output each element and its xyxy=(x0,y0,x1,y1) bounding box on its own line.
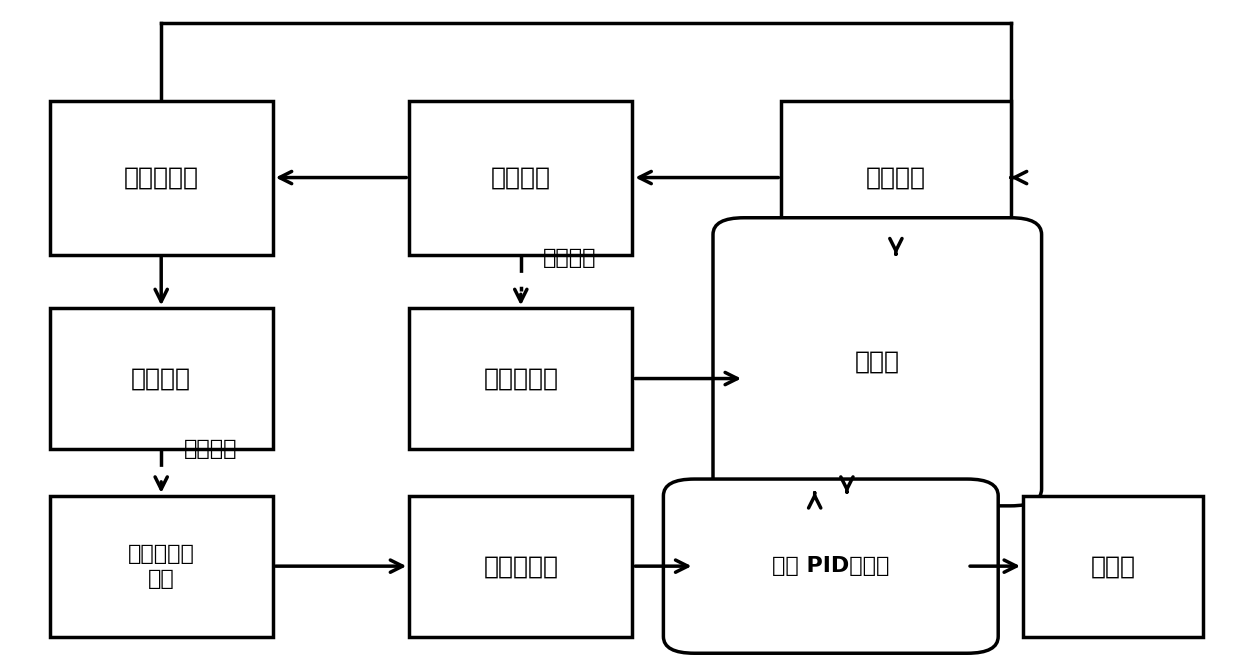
Text: 激光位移传
感器: 激光位移传 感器 xyxy=(128,544,195,588)
Bar xyxy=(409,308,632,449)
Bar xyxy=(1023,496,1203,636)
Text: 直流电机: 直流电机 xyxy=(491,165,551,190)
Bar xyxy=(50,100,273,255)
Text: 蟀式悬架: 蟀式悬架 xyxy=(131,366,191,391)
Text: 电磁离合器: 电磁离合器 xyxy=(124,165,198,190)
Text: 位移信号: 位移信号 xyxy=(184,439,237,459)
Bar xyxy=(50,496,273,636)
Text: 驱动电路: 驱动电路 xyxy=(866,165,926,190)
Bar xyxy=(409,496,632,636)
FancyBboxPatch shape xyxy=(713,218,1042,506)
FancyBboxPatch shape xyxy=(663,479,998,653)
Text: 单片机: 单片机 xyxy=(854,350,900,374)
Text: 模糊 PID控制器: 模糊 PID控制器 xyxy=(773,556,889,576)
Text: 显示屏: 显示屏 xyxy=(1090,554,1136,578)
Bar xyxy=(409,100,632,255)
Bar xyxy=(781,100,1011,255)
Text: 转速信号: 转速信号 xyxy=(543,248,596,268)
Text: 脉冲编码器: 脉冲编码器 xyxy=(484,366,558,391)
Text: 数据采集卡: 数据采集卡 xyxy=(484,554,558,578)
Bar xyxy=(50,308,273,449)
